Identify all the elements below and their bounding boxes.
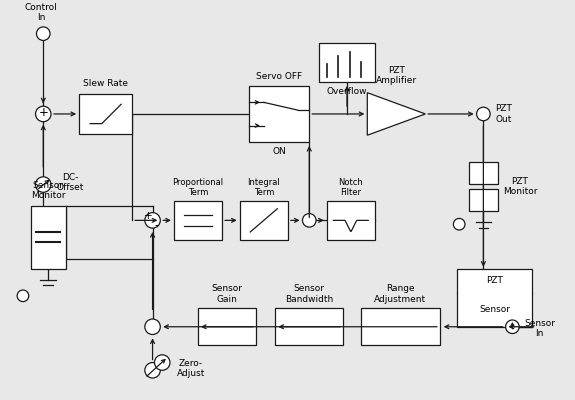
Circle shape xyxy=(36,106,51,122)
Circle shape xyxy=(145,213,160,228)
Text: Proportional
Term: Proportional Term xyxy=(172,178,224,197)
Circle shape xyxy=(17,290,29,302)
Circle shape xyxy=(145,362,160,378)
Text: Sensor: Sensor xyxy=(479,305,510,314)
Circle shape xyxy=(477,107,490,121)
Text: Overflow: Overflow xyxy=(327,87,367,96)
Bar xyxy=(469,190,498,211)
Text: PZT: PZT xyxy=(486,276,503,285)
Text: DC-
Offset: DC- Offset xyxy=(57,173,84,192)
Bar xyxy=(174,201,222,240)
Circle shape xyxy=(302,214,316,227)
Text: +: + xyxy=(144,212,153,222)
Bar xyxy=(240,201,288,240)
Text: ON: ON xyxy=(273,147,286,156)
Text: Sensor
Gain: Sensor Gain xyxy=(212,284,243,304)
Text: Notch
Filter: Notch Filter xyxy=(339,178,363,197)
Circle shape xyxy=(454,218,465,230)
Text: Range
Adjustment: Range Adjustment xyxy=(374,284,426,304)
Text: Servo OFF: Servo OFF xyxy=(256,72,302,81)
Text: Slew Rate: Slew Rate xyxy=(83,79,128,88)
Text: Zero-
Adjust: Zero- Adjust xyxy=(177,359,205,378)
Text: Control
In: Control In xyxy=(25,3,58,22)
Bar xyxy=(30,206,66,269)
Text: Sensor
Bandwidth: Sensor Bandwidth xyxy=(285,284,333,304)
Text: Integral
Term: Integral Term xyxy=(247,178,280,197)
Text: PZT
Amplifier: PZT Amplifier xyxy=(375,66,417,85)
Circle shape xyxy=(505,320,519,334)
Text: PZT
Out: PZT Out xyxy=(495,104,512,124)
Bar xyxy=(361,308,440,345)
Bar xyxy=(319,43,375,82)
Bar xyxy=(469,162,498,184)
Bar xyxy=(327,201,375,240)
Circle shape xyxy=(145,319,160,334)
Circle shape xyxy=(155,355,170,370)
Bar xyxy=(198,308,256,345)
Circle shape xyxy=(36,177,51,192)
Bar xyxy=(250,86,309,142)
Polygon shape xyxy=(367,93,426,135)
Text: Sensor
Monitor: Sensor Monitor xyxy=(31,181,66,200)
Bar xyxy=(457,269,532,327)
Text: Sensor
In: Sensor In xyxy=(524,319,555,338)
Circle shape xyxy=(36,27,50,40)
Text: +: + xyxy=(39,106,48,120)
Text: -: - xyxy=(154,219,159,232)
Bar xyxy=(79,94,132,134)
Bar xyxy=(275,308,343,345)
Text: PZT
Monitor: PZT Monitor xyxy=(503,177,537,196)
